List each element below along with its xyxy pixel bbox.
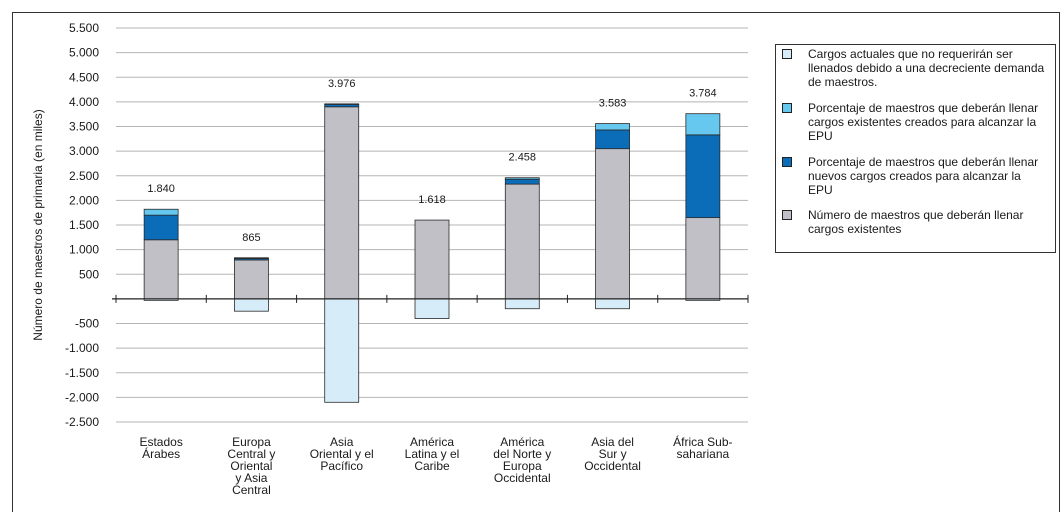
bar-segment <box>685 134 721 219</box>
x-tick-label: Europa <box>503 459 542 473</box>
x-tick-label: África Sub- <box>673 434 732 449</box>
bar-segment <box>143 214 179 241</box>
x-tick-label: del Norte y <box>493 447 551 461</box>
y-tick-label: 1.000 <box>69 243 99 257</box>
y-tick-label: 5.500 <box>69 21 99 35</box>
legend-swatch-declining-demand <box>782 49 792 59</box>
y-tick-label: 1.500 <box>69 218 99 232</box>
x-tick-label: y Asia <box>235 471 267 485</box>
bar-segment <box>595 129 630 150</box>
total-data-label: 2.458 <box>509 152 537 164</box>
y-tick-label: -1.000 <box>65 341 99 355</box>
y-tick-label: -500 <box>75 317 99 331</box>
bar-segment <box>685 217 721 300</box>
bar-segment <box>143 239 179 300</box>
y-tick-label: -1.500 <box>65 366 99 380</box>
legend: Cargos actuales que no requerirán ser ll… <box>775 44 1056 253</box>
x-tick-label: Europa <box>232 435 271 449</box>
bar-segment <box>143 208 179 216</box>
x-tick-label: América <box>410 435 454 449</box>
x-tick-label: Asia del <box>591 435 634 449</box>
x-tick-label: Occidental <box>584 459 641 473</box>
y-axis-label: Número de maestros de primaria (en miles… <box>31 109 45 340</box>
x-tick-label: Central <box>232 483 271 497</box>
total-data-label: 1.840 <box>147 183 175 195</box>
x-tick-label: Occidental <box>494 471 551 485</box>
chart-frame <box>12 12 1060 512</box>
total-data-label: 3.784 <box>689 88 717 100</box>
total-data-label: 865 <box>242 232 260 244</box>
x-tick-label: Latina y el <box>405 447 460 461</box>
y-tick-label: 3.000 <box>69 144 99 158</box>
y-tick-label: 3.500 <box>69 120 99 134</box>
x-tick-label: Central y <box>227 447 275 461</box>
y-tick-label: -2.000 <box>65 390 99 404</box>
bar-segment <box>234 259 269 300</box>
bar-segment <box>504 178 540 185</box>
legend-label-declining-demand: Cargos actuales que no requerirán ser ll… <box>808 47 1045 89</box>
x-tick-label: Estados <box>139 435 182 449</box>
legend-label-existing-positions: Número de maestros que deberán llenar ca… <box>808 208 1024 236</box>
x-tick-label: Pacífico <box>320 459 363 473</box>
bar-segment <box>595 123 630 131</box>
legend-swatch-existing-positions-epu <box>782 103 792 113</box>
x-tick-label: Árabes <box>142 446 180 461</box>
total-data-label: 3.976 <box>328 78 356 90</box>
bar-segment <box>504 183 540 300</box>
bar-segment <box>504 177 540 180</box>
total-data-label: 3.583 <box>599 98 627 110</box>
bar-segment <box>414 219 450 300</box>
y-tick-label: 500 <box>79 267 99 281</box>
bar-segment-negative <box>595 298 630 310</box>
bar-segment <box>324 106 360 300</box>
legend-swatch-new-positions-epu <box>782 157 792 167</box>
y-tick-label: 5.000 <box>69 46 99 60</box>
x-tick-label: Oriental y el <box>310 447 374 461</box>
x-tick-label: Sur y <box>599 447 627 461</box>
y-tick-label: -2.500 <box>65 415 99 429</box>
bar-segment-negative <box>324 298 360 403</box>
legend-swatch-existing-positions <box>782 210 792 220</box>
x-tick-label: Caribe <box>414 459 450 473</box>
x-tick-label: América <box>500 435 544 449</box>
bar-segment-negative <box>414 298 450 319</box>
y-tick-label: 2.500 <box>69 169 99 183</box>
y-tick-label: 4.500 <box>69 70 99 84</box>
y-tick-label: 4.000 <box>69 95 99 109</box>
x-tick-label: Asia <box>330 435 354 449</box>
legend-label-existing-positions-epu: Porcentaje de maestros que deberán llena… <box>808 101 1039 143</box>
y-tick-label: 2.000 <box>69 193 99 207</box>
bar-segment <box>685 113 721 136</box>
bar-segment <box>234 257 269 259</box>
legend-label-new-positions-epu: Porcentaje de maestros que deberán llena… <box>808 155 1039 197</box>
total-data-label: 1.618 <box>418 194 446 206</box>
bar-segment-negative <box>234 298 269 312</box>
x-tick-label: Oriental <box>230 459 272 473</box>
bar-segment <box>595 148 630 300</box>
bar-segment-negative <box>504 298 540 310</box>
x-tick-label: sahariana <box>676 447 729 461</box>
